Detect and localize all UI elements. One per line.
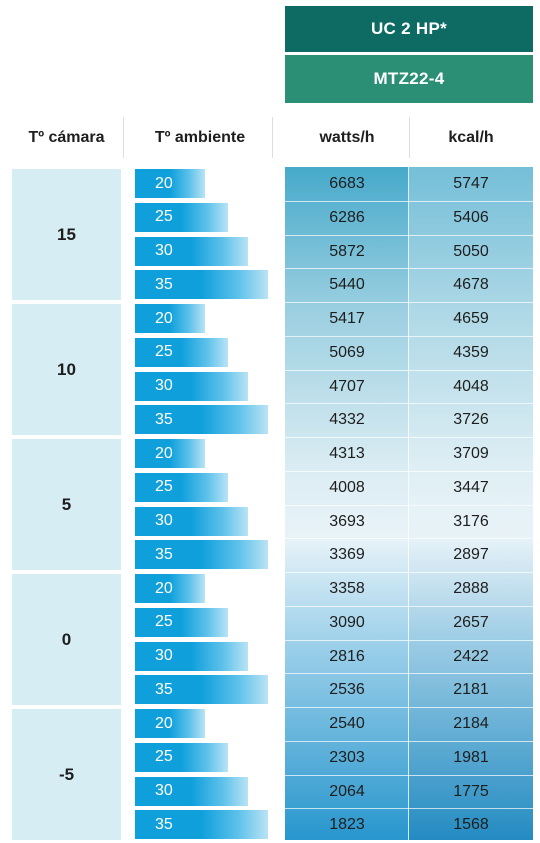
kcal-value: 2184	[453, 715, 489, 732]
ambient-bar: 30	[135, 371, 248, 401]
watts-value: 6683	[329, 175, 365, 192]
row-divider	[285, 572, 533, 573]
watts-value: 1823	[329, 816, 365, 834]
ambient-bar: 30	[135, 776, 248, 806]
ambient-bar: 25	[135, 742, 228, 772]
ambient-bar: 30	[135, 506, 248, 536]
watts-value: 4332	[329, 411, 365, 429]
header-divider	[409, 117, 410, 158]
row-divider	[285, 234, 533, 236]
kcal-value: 5050	[453, 242, 489, 260]
kcal-value: 2897	[453, 546, 489, 564]
ambient-bar: 25	[135, 337, 228, 367]
row-divider	[285, 335, 533, 337]
watts-value: 5872	[329, 242, 365, 260]
watts-value: 2303	[329, 748, 365, 766]
column-divider	[408, 167, 409, 840]
watts-value: 4313	[329, 445, 365, 462]
ambient-bar: 25	[135, 472, 228, 502]
column-header-ambiente: Tº ambiente	[154, 128, 246, 146]
row-divider	[285, 437, 533, 438]
kcal-value: 2422	[453, 647, 489, 665]
kcal-value: 5406	[453, 208, 489, 226]
row-divider	[285, 639, 533, 641]
kcal-value: 3447	[453, 478, 489, 496]
camara-group-5: 5	[12, 439, 121, 570]
watts-value: 3358	[329, 580, 365, 597]
kcal-value: 1775	[453, 782, 489, 800]
row-divider	[285, 605, 533, 607]
column-header-watts: watts/h	[319, 128, 375, 146]
row-divider	[285, 774, 533, 776]
ambient-bar: 25	[135, 607, 228, 637]
watts-value: 3693	[329, 512, 365, 530]
watts-value: 2540	[329, 715, 365, 732]
watts-value: 5417	[329, 310, 365, 327]
ambient-bar: 20	[135, 439, 205, 468]
kcal-value: 4659	[453, 310, 489, 327]
camara-group--5: -5	[12, 709, 121, 840]
row-divider	[285, 707, 533, 708]
ambient-bar: 35	[135, 810, 268, 840]
header-divider	[123, 117, 124, 158]
kcal-value: 4678	[453, 276, 489, 294]
row-divider	[285, 302, 533, 303]
row-divider	[285, 673, 533, 675]
row-divider	[285, 369, 533, 371]
watts-value: 5440	[329, 276, 365, 294]
kcal-value: 2657	[453, 613, 489, 631]
ambient-bar: 20	[135, 574, 205, 603]
watts-value: 2816	[329, 647, 365, 665]
column-header-kcal: kcal/h	[448, 128, 494, 146]
ambient-bar: 35	[135, 675, 268, 705]
kcal-value: 2888	[453, 580, 489, 597]
ambient-bar: 35	[135, 540, 268, 570]
watts-value: 2536	[329, 681, 365, 699]
watts-value: 3369	[329, 546, 365, 564]
camara-group-10: 10	[12, 304, 121, 435]
ambient-bar: 20	[135, 304, 205, 333]
ambient-bar: 25	[135, 202, 228, 232]
column-header-camara: Tº cámara	[28, 128, 105, 146]
watts-value: 3090	[329, 613, 365, 631]
row-divider	[285, 538, 533, 540]
values-background-right	[409, 167, 533, 840]
header-divider	[272, 117, 273, 158]
ambient-bar: 20	[135, 169, 205, 198]
ambient-bar: 20	[135, 709, 205, 738]
kcal-value: 4359	[453, 343, 489, 361]
kcal-value: 3709	[453, 445, 489, 462]
row-divider	[285, 403, 533, 405]
kcal-value: 4048	[453, 377, 489, 395]
kcal-value: 2181	[453, 681, 489, 699]
watts-value: 5069	[329, 343, 365, 361]
row-divider	[285, 740, 533, 742]
watts-value: 6286	[329, 208, 365, 226]
kcal-value: 3726	[453, 411, 489, 429]
camara-group-0: 0	[12, 574, 121, 705]
ambient-bar: 35	[135, 405, 268, 435]
kcal-value: 5747	[453, 175, 489, 192]
compressor-label: MTZ22-4	[285, 55, 533, 103]
kcal-value: 3176	[453, 512, 489, 530]
row-divider	[285, 808, 533, 810]
ambient-bar: 30	[135, 641, 248, 671]
values-background	[285, 167, 533, 840]
ambient-bar: 35	[135, 270, 268, 300]
row-divider	[285, 200, 533, 202]
watts-value: 2064	[329, 782, 365, 800]
row-divider	[285, 504, 533, 506]
row-divider	[285, 268, 533, 270]
kcal-value: 1981	[453, 748, 489, 766]
model-title: UC 2 HP*	[285, 6, 533, 52]
watts-value: 4008	[329, 478, 365, 496]
watts-value: 4707	[329, 377, 365, 395]
camara-group-15: 15	[12, 169, 121, 300]
kcal-value: 1568	[453, 816, 489, 834]
ambient-bar: 30	[135, 236, 248, 266]
row-divider	[285, 470, 533, 472]
